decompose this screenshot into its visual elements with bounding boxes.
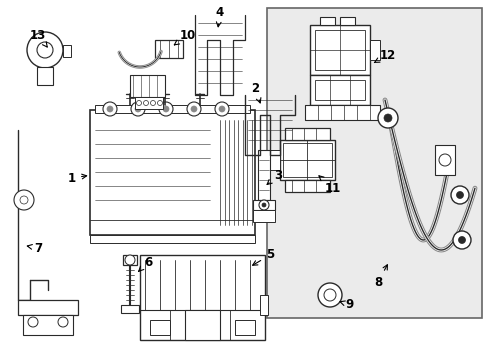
Bar xyxy=(95,105,249,113)
Text: 8: 8 xyxy=(373,265,386,288)
Circle shape xyxy=(259,200,268,210)
Circle shape xyxy=(163,106,169,112)
Circle shape xyxy=(131,102,145,116)
Circle shape xyxy=(377,108,397,128)
Bar xyxy=(260,295,267,315)
Circle shape xyxy=(262,203,265,207)
Bar xyxy=(280,140,334,180)
Circle shape xyxy=(103,102,117,116)
Circle shape xyxy=(191,106,197,112)
Text: 13: 13 xyxy=(30,28,47,47)
Circle shape xyxy=(219,106,224,112)
Circle shape xyxy=(14,190,34,210)
Circle shape xyxy=(450,186,468,204)
Text: 4: 4 xyxy=(215,5,224,27)
Text: 9: 9 xyxy=(339,298,353,311)
Bar xyxy=(37,67,53,85)
Bar xyxy=(135,97,163,109)
Circle shape xyxy=(150,100,155,105)
Bar xyxy=(305,105,379,120)
Bar xyxy=(184,310,220,340)
Bar xyxy=(140,255,264,340)
Circle shape xyxy=(383,114,391,122)
Bar xyxy=(314,80,364,100)
Bar xyxy=(252,200,274,210)
Bar xyxy=(283,143,331,177)
Bar xyxy=(285,180,329,192)
Bar xyxy=(235,320,254,335)
Bar xyxy=(309,75,369,105)
Bar xyxy=(339,17,354,25)
Text: 10: 10 xyxy=(174,28,196,45)
Circle shape xyxy=(37,42,53,58)
Bar xyxy=(23,315,73,335)
Circle shape xyxy=(458,237,465,243)
Text: 7: 7 xyxy=(27,242,42,255)
Bar xyxy=(434,145,454,175)
Bar xyxy=(130,75,164,97)
Circle shape xyxy=(58,317,68,327)
Bar xyxy=(369,40,379,60)
Circle shape xyxy=(215,102,228,116)
Text: 12: 12 xyxy=(374,49,395,63)
Bar xyxy=(63,45,71,57)
Bar xyxy=(18,300,78,315)
Bar xyxy=(258,150,269,200)
Circle shape xyxy=(438,154,450,166)
Circle shape xyxy=(143,100,148,105)
Circle shape xyxy=(27,32,63,68)
Bar xyxy=(150,320,170,335)
Circle shape xyxy=(125,255,135,265)
Bar xyxy=(267,150,280,170)
Circle shape xyxy=(456,192,463,198)
Text: 11: 11 xyxy=(318,176,341,194)
Circle shape xyxy=(107,106,113,112)
Bar xyxy=(123,255,137,265)
Circle shape xyxy=(324,289,335,301)
Circle shape xyxy=(28,317,38,327)
Text: 6: 6 xyxy=(139,256,152,271)
Text: 1: 1 xyxy=(68,171,86,185)
Bar xyxy=(155,40,183,58)
Circle shape xyxy=(20,196,28,204)
Bar xyxy=(90,110,254,235)
Bar xyxy=(121,305,139,313)
Bar xyxy=(309,25,369,75)
Circle shape xyxy=(135,106,141,112)
Bar xyxy=(266,8,481,318)
Bar xyxy=(252,210,274,222)
Circle shape xyxy=(157,100,162,105)
Circle shape xyxy=(159,102,173,116)
Circle shape xyxy=(452,231,470,249)
Bar xyxy=(285,128,329,140)
Text: 5: 5 xyxy=(252,248,274,265)
Bar xyxy=(314,30,364,70)
Circle shape xyxy=(186,102,201,116)
Bar xyxy=(319,17,334,25)
Text: 2: 2 xyxy=(250,81,260,103)
Text: 3: 3 xyxy=(266,168,282,184)
Bar xyxy=(90,235,254,243)
Circle shape xyxy=(136,100,141,105)
Circle shape xyxy=(317,283,341,307)
